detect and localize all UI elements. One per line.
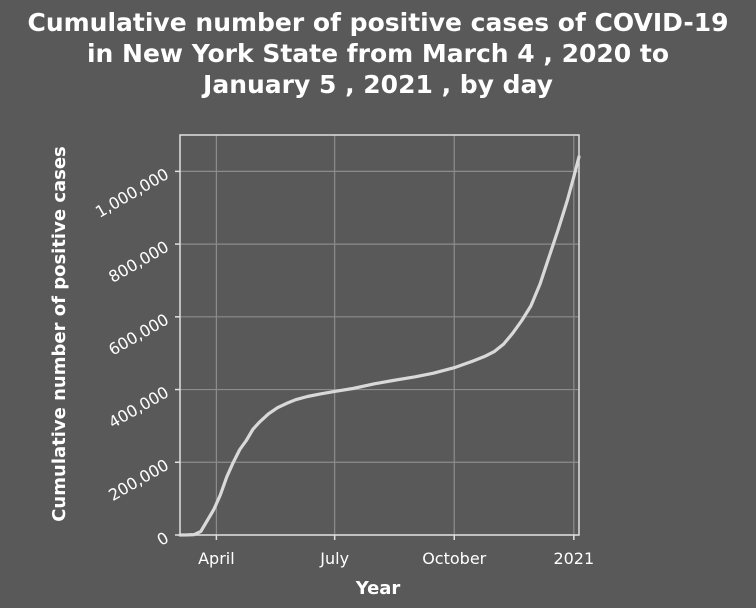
data-point [573, 176, 575, 178]
data-point [285, 402, 288, 404]
data-point [539, 283, 541, 285]
data-point [493, 350, 496, 352]
data-point [252, 428, 254, 431]
x-axis-label: Year [355, 578, 401, 599]
data-point [219, 494, 221, 496]
series-layer [178, 155, 581, 537]
data-point [392, 379, 394, 382]
data-point [566, 199, 568, 202]
data-point [530, 305, 532, 307]
chart-title-line-1: Cumulative number of positive cases of C… [27, 8, 728, 37]
x-tick-label: October [422, 549, 486, 568]
data-point [432, 372, 435, 374]
data-point [276, 407, 279, 409]
data-point [512, 332, 514, 334]
data-point [213, 508, 215, 511]
data-point [187, 534, 189, 536]
data-point [548, 256, 550, 258]
chart-title-line-3: January 5 , 2021 , by day [201, 70, 553, 99]
data-point [374, 383, 376, 385]
data-point [453, 367, 455, 369]
chart-title-line-2: in New York State from March 4 , 2020 to [87, 39, 669, 68]
data-point [557, 228, 559, 231]
data-point [232, 461, 234, 463]
data-point [484, 355, 487, 357]
x-tick-label: April [198, 549, 235, 568]
data-point [267, 413, 269, 415]
data-point [200, 530, 202, 532]
data-point [319, 393, 321, 395]
data-point [193, 534, 195, 536]
data-point [295, 399, 297, 401]
data-point [503, 343, 505, 345]
data-point [414, 376, 416, 378]
data-point [352, 387, 354, 390]
data-point [306, 395, 308, 398]
data-point [245, 439, 247, 442]
data-point [258, 421, 260, 423]
y-axis-label: Cumulative number of positive cases [49, 146, 70, 522]
plot-frame [179, 134, 580, 536]
data-point [179, 534, 181, 536]
x-tick-label: July [319, 549, 349, 568]
data-point [226, 476, 228, 478]
x-tick-label: 2021 [553, 549, 594, 568]
data-point [521, 319, 523, 322]
data-point [334, 390, 336, 392]
data-point [471, 360, 474, 362]
gridlines [180, 135, 579, 536]
data-point [578, 156, 580, 158]
data-point [239, 448, 241, 451]
data-point [206, 519, 208, 522]
